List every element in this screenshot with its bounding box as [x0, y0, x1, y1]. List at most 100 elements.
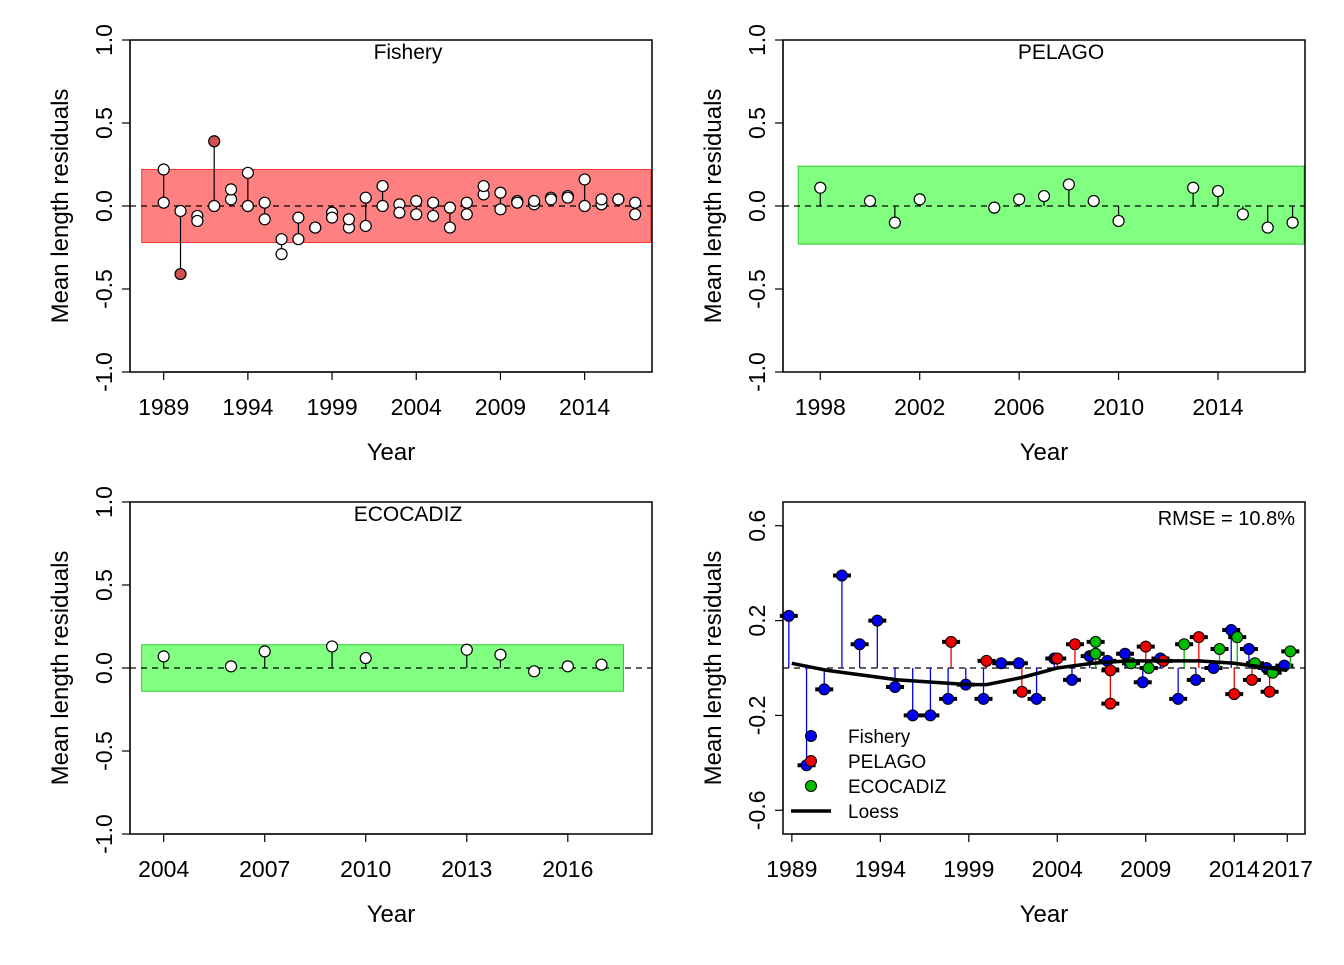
expected-point: [629, 208, 642, 221]
y-tick-label: 0.6: [744, 510, 770, 542]
residual-point: [871, 614, 884, 627]
expected-point: [460, 208, 473, 221]
expected-point: [224, 193, 238, 206]
y-tick-label: -0.6: [744, 790, 770, 830]
y-tick-label: 1.0: [744, 24, 770, 56]
residual-point: [1013, 193, 1026, 206]
residual-point: [258, 213, 271, 226]
outlier-point: [174, 267, 187, 281]
x-tick-label: 1989: [766, 856, 817, 882]
x-tick-label: 1998: [795, 394, 846, 420]
residual-point: [460, 643, 473, 656]
x-tick-label: 2010: [1093, 394, 1144, 420]
x-tick-label: 2004: [138, 856, 189, 882]
residual-point: [913, 193, 926, 206]
expected-point: [426, 196, 440, 209]
expected-point: [376, 199, 389, 213]
x-tick-label: 2016: [542, 856, 593, 882]
expected-point: [494, 186, 507, 199]
residual-point: [1207, 662, 1220, 674]
y-tick-label: 1.0: [91, 24, 117, 56]
x-tick-label: 2017: [1262, 856, 1313, 882]
loess-line: [791, 659, 1288, 687]
residual-point: [888, 216, 901, 229]
residual-point: [376, 179, 389, 193]
panel-fishery: 1989 1994 1999 2004 2009 2014 Year -1.0 -0.5 0.0 0…: [47, 24, 653, 466]
residual-point: [942, 692, 955, 705]
residual-point: [612, 193, 625, 206]
residual-point: [1192, 631, 1205, 644]
expected-point: [174, 204, 187, 218]
residual-point: [410, 208, 423, 221]
residual-band: [797, 165, 1305, 245]
x-tick-label: 2006: [994, 394, 1045, 420]
residual-point: [835, 569, 848, 582]
residual-point: [544, 193, 558, 206]
residual-point: [443, 221, 457, 234]
legend-label: Loess: [848, 802, 899, 823]
x-axis-label: Year: [1020, 439, 1069, 466]
x-tick-label: 1994: [855, 856, 906, 882]
legend-swatch: [805, 780, 817, 792]
residual-point: [342, 213, 356, 226]
series-fishery: [779, 569, 1294, 772]
legend-swatch: [805, 755, 817, 767]
panel-pelago: 1998 2002 2006 2010 2014 Year -1.0 -0.5 0.0 0.5 1.…: [700, 24, 1306, 466]
residual-point: [292, 233, 305, 246]
residual-point: [460, 196, 473, 209]
x-axis: 2004 2007 2010 2013 2016: [138, 833, 593, 882]
residual-point: [325, 211, 339, 224]
residual-point: [1178, 638, 1191, 651]
residual-point: [561, 660, 574, 673]
residual-point: [629, 196, 642, 209]
residual-point: [1062, 178, 1075, 191]
residual-point: [853, 638, 866, 651]
y-axis: -1.0 -0.5 0.0 0.5 1.0: [744, 24, 784, 392]
y-tick-label: 0.0: [91, 190, 117, 222]
residual-point: [1065, 673, 1078, 686]
y-tick-label: 0.0: [91, 652, 117, 684]
residual-point: [595, 193, 608, 206]
x-axis: 1989 1994 1999 2004 2009 2014 2017: [766, 833, 1313, 882]
residual-point: [224, 660, 238, 673]
y-tick-label: -0.5: [91, 731, 117, 771]
residual-point: [1136, 676, 1149, 689]
residual-point: [924, 709, 937, 722]
y-tick-label: 0.5: [91, 107, 117, 139]
y-axis: -0.6 -0.2 0.2 0.6: [744, 510, 784, 830]
residual-point: [1286, 216, 1299, 229]
residual-point: [595, 658, 608, 671]
expected-point: [241, 199, 254, 213]
x-axis-label: Year: [367, 439, 416, 466]
residual-point: [1037, 189, 1051, 203]
residual-point: [1104, 664, 1117, 677]
residual-point: [1068, 638, 1081, 651]
expected-point: [292, 211, 305, 224]
legend: Fishery PELAGO ECOCADIZ Loess: [791, 727, 947, 823]
residual-point: [906, 709, 919, 722]
x-tick-label: 2009: [475, 394, 526, 420]
residual-point: [1087, 194, 1100, 208]
x-tick-label: 2014: [1209, 856, 1260, 882]
outlier-point: [208, 135, 221, 148]
residual-point: [157, 163, 170, 176]
x-tick-label: 2013: [441, 856, 492, 882]
residual-point: [1213, 643, 1226, 656]
residual-point: [528, 194, 541, 208]
residual-point: [393, 206, 406, 219]
residual-point: [191, 214, 204, 228]
residual-point: [782, 609, 795, 622]
residual-point: [814, 181, 827, 194]
residual-point: [1172, 692, 1185, 705]
legend-label: ECOCADIZ: [848, 777, 947, 798]
residual-point: [1189, 673, 1202, 686]
x-tick-label: 1994: [222, 394, 273, 420]
x-tick-label: 1999: [306, 394, 357, 420]
x-tick-label: 2007: [239, 856, 290, 882]
residual-point: [1142, 662, 1155, 674]
residual-point: [995, 657, 1008, 670]
residual-point: [1139, 640, 1152, 653]
expected-point: [410, 194, 423, 208]
expected-point: [208, 199, 221, 213]
